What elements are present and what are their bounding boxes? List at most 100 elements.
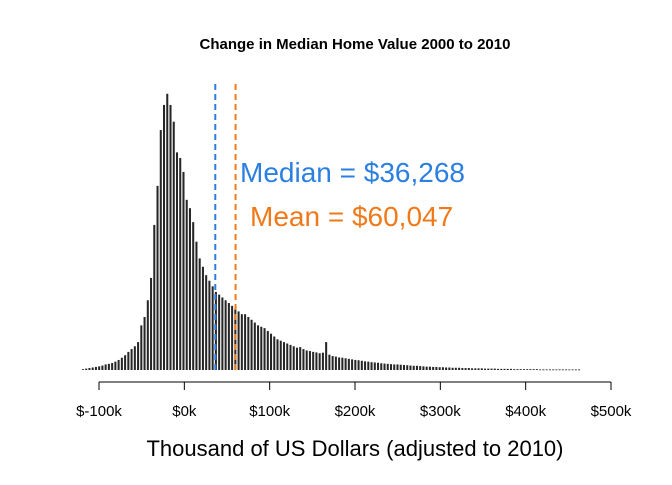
histogram-bar xyxy=(124,355,127,370)
histogram-bar xyxy=(172,121,175,370)
histogram-bar xyxy=(396,364,399,370)
histogram-bar xyxy=(85,368,88,370)
histogram-bar xyxy=(140,325,143,370)
histogram-bar xyxy=(487,368,490,370)
x-tick-label: $200k xyxy=(335,403,376,420)
histogram-bar xyxy=(383,363,386,370)
histogram-bar xyxy=(279,340,282,370)
histogram-bar xyxy=(224,300,227,370)
histogram-bar xyxy=(120,357,123,370)
histogram-bar xyxy=(451,367,454,370)
histogram-bar xyxy=(146,300,149,370)
histogram-bar xyxy=(441,367,444,370)
histogram-bar xyxy=(409,365,412,370)
histogram-bar xyxy=(111,363,114,370)
histogram-bar xyxy=(198,258,201,370)
histogram-bar xyxy=(526,369,529,370)
histogram-bar xyxy=(205,275,208,370)
histogram-bar xyxy=(542,369,545,371)
histogram-bar xyxy=(137,342,140,370)
x-axis-label: Thousand of US Dollars (adjusted to 2010… xyxy=(146,436,563,461)
histogram-bar xyxy=(568,369,571,371)
histogram-bar xyxy=(370,362,373,370)
histogram-bar xyxy=(509,368,513,370)
histogram-bar xyxy=(480,368,483,370)
histogram-bar xyxy=(214,291,217,370)
histogram-bar xyxy=(292,346,295,370)
histogram-bar xyxy=(276,339,279,370)
histogram-bar xyxy=(415,365,418,370)
histogram-bar xyxy=(133,346,136,370)
histogram-bar xyxy=(179,157,182,370)
histogram-bar xyxy=(496,368,500,370)
histogram-bar xyxy=(503,368,506,370)
histogram-bar xyxy=(539,369,542,371)
histogram-bar xyxy=(506,368,509,370)
histogram-bar xyxy=(185,199,188,370)
histogram-bar xyxy=(377,362,380,370)
x-tick-label: $0k xyxy=(172,403,197,420)
histogram-bar xyxy=(302,349,305,370)
x-tick-label: $100k xyxy=(249,403,290,420)
histogram-bar xyxy=(393,364,396,370)
histogram-bar xyxy=(338,357,341,370)
histogram-bar xyxy=(253,322,256,370)
histogram-bar xyxy=(88,368,91,370)
histogram-bar xyxy=(305,350,308,370)
histogram-bar xyxy=(574,369,577,371)
histogram-bar xyxy=(571,369,574,371)
histogram-bar xyxy=(250,319,253,370)
histogram-bar xyxy=(166,93,169,370)
histogram-bar xyxy=(289,344,292,370)
histogram-bar xyxy=(364,361,367,370)
histogram-bar xyxy=(386,363,389,370)
histogram-bar xyxy=(192,222,195,370)
histogram-bar xyxy=(438,367,441,370)
histogram-bar xyxy=(331,356,334,370)
histogram-bar xyxy=(195,241,198,370)
histogram-bars xyxy=(81,93,581,371)
histogram-bar xyxy=(240,314,243,370)
histogram-bar xyxy=(425,366,428,370)
histogram-bar xyxy=(321,352,324,370)
histogram-bar xyxy=(419,366,422,370)
histogram-bar xyxy=(412,365,415,370)
histogram-bar xyxy=(325,342,328,370)
histogram-bar xyxy=(373,362,376,370)
histogram-bar xyxy=(150,277,153,370)
histogram-bar xyxy=(315,352,318,370)
histogram-bar xyxy=(522,369,525,370)
histogram-bar xyxy=(334,356,337,370)
histogram-bar xyxy=(153,224,156,370)
histogram-bar xyxy=(428,366,431,370)
histogram-bar xyxy=(461,368,464,370)
histogram-bar xyxy=(295,347,298,370)
histogram-bar xyxy=(490,368,493,370)
histogram-bar xyxy=(351,359,354,370)
histogram-bar xyxy=(266,330,269,370)
histogram-bar xyxy=(247,316,250,370)
histogram-bar xyxy=(81,369,84,370)
histogram-bar xyxy=(175,152,179,370)
histogram-bar xyxy=(471,368,474,370)
histogram-bar xyxy=(561,369,564,371)
histogram-bar xyxy=(535,369,538,370)
histogram-bar xyxy=(257,325,260,370)
histogram-bar xyxy=(500,368,503,370)
histogram-bar xyxy=(532,369,535,370)
histogram-bar xyxy=(389,364,393,370)
histogram-bar xyxy=(493,368,496,370)
histogram-bar xyxy=(422,366,425,370)
histogram-bar xyxy=(458,367,461,370)
histogram-bar xyxy=(555,369,558,371)
histogram-bar xyxy=(231,305,234,370)
histogram-bar xyxy=(101,365,104,370)
histogram-bar xyxy=(445,367,448,370)
mean-label: Mean = $60,047 xyxy=(250,201,453,232)
histogram-bar xyxy=(143,316,146,370)
histogram-bar xyxy=(159,130,162,370)
x-tick-label: $400k xyxy=(505,403,546,420)
x-tick-label: $500k xyxy=(591,403,632,420)
histogram-bar xyxy=(402,364,405,370)
